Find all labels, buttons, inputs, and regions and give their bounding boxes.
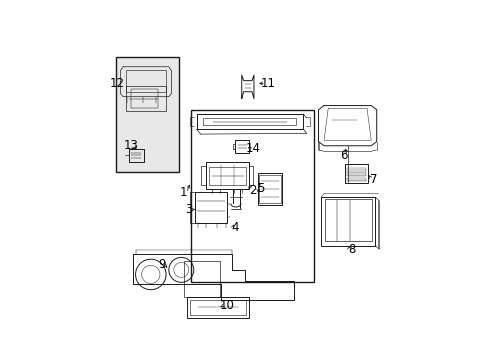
Bar (189, 300, 246, 315)
Bar (321, 197, 375, 246)
Text: 13: 13 (123, 139, 138, 152)
Bar (206, 162, 249, 189)
Text: 9: 9 (158, 258, 165, 271)
Text: 6: 6 (340, 149, 347, 162)
Bar (131, 89, 158, 108)
Text: 3: 3 (185, 203, 192, 216)
Bar (257, 174, 282, 205)
Bar (128, 149, 143, 162)
Text: 1: 1 (180, 186, 187, 199)
Text: 2: 2 (248, 184, 256, 197)
Bar (346, 177, 366, 181)
Text: 11: 11 (261, 77, 276, 90)
Bar (235, 140, 249, 153)
Bar (346, 173, 366, 176)
Bar (259, 175, 280, 203)
Text: 7: 7 (369, 172, 377, 185)
Bar (116, 57, 178, 172)
Text: 14: 14 (245, 142, 260, 155)
Bar (324, 199, 371, 242)
Text: 12: 12 (109, 77, 124, 90)
Bar (186, 297, 249, 318)
Bar (191, 110, 314, 282)
Text: 10: 10 (219, 299, 234, 312)
Bar (125, 86, 166, 111)
Text: 5: 5 (257, 182, 264, 195)
Bar (125, 70, 166, 92)
Bar (184, 261, 219, 297)
Bar (208, 167, 246, 185)
Bar (346, 168, 366, 172)
Bar (195, 192, 226, 223)
Text: 4: 4 (231, 221, 239, 234)
Bar (344, 164, 367, 183)
Text: 8: 8 (347, 243, 355, 256)
